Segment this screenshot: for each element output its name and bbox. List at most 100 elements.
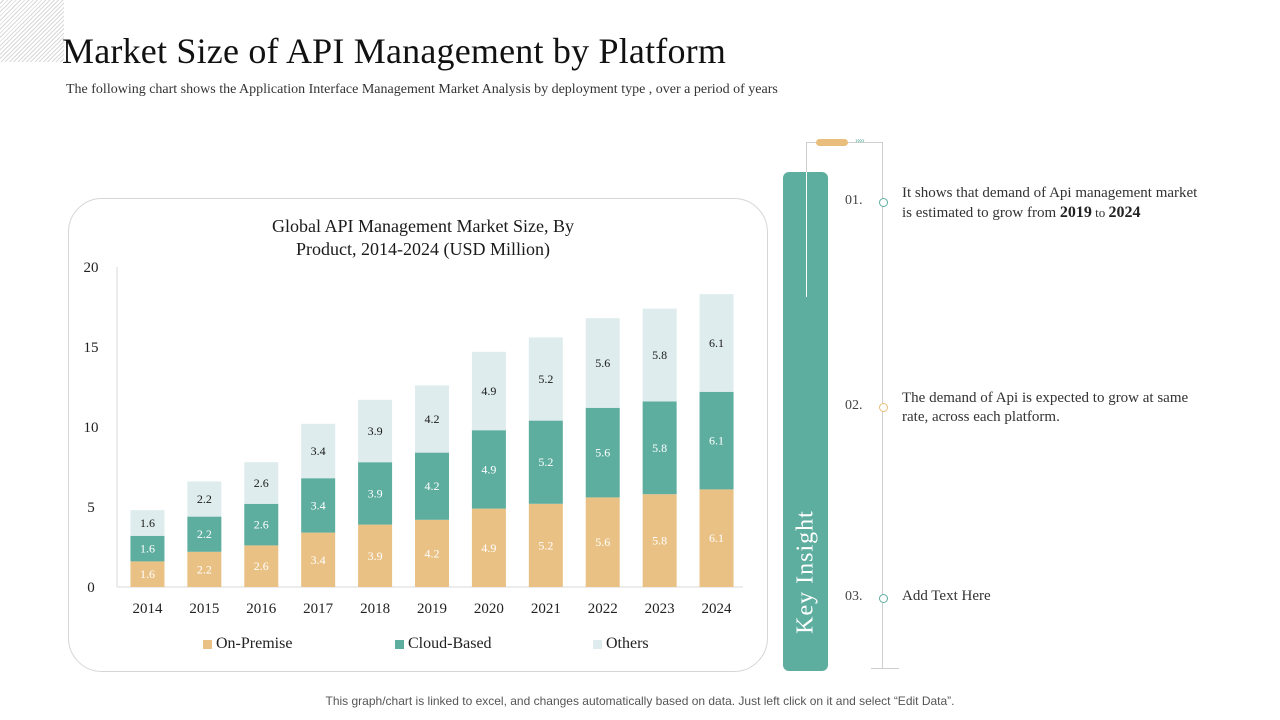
data-label: 1.6 — [140, 516, 155, 530]
bar-segment-on-premise-2017[interactable] — [301, 532, 336, 587]
chart-legend: On-Premise Cloud-Based Others — [69, 635, 767, 655]
bar-segment-on-premise-2015[interactable] — [187, 551, 222, 587]
data-label: 1.6 — [140, 567, 155, 581]
x-tick-label: 2018 — [360, 601, 390, 617]
bar-segment-on-premise-2016[interactable] — [244, 545, 279, 587]
x-tick-label: 2020 — [474, 601, 504, 617]
insight-text-part: to — [1091, 205, 1109, 220]
data-label: 3.4 — [311, 498, 326, 512]
timeline-bottom-line — [871, 668, 899, 669]
chart-card[interactable]: 0 5 10 15 20 1.6 1.6 1.6 2014 2.2 2.2 2.2 2015 2.6 2.6… — [68, 198, 768, 672]
bar-segment-others-2019[interactable] — [415, 385, 449, 453]
bar-segment-on-premise-2022[interactable] — [585, 497, 620, 587]
legend-item-others[interactable]: Others — [593, 635, 649, 653]
key-insight-bar-line — [806, 172, 807, 297]
data-label: 5.8 — [652, 348, 667, 362]
key-insight-label-container: Key Insight — [783, 172, 828, 671]
insight-number: 02. — [845, 398, 863, 413]
data-label: 4.9 — [481, 462, 496, 476]
data-label: 5.6 — [595, 446, 610, 460]
stacked-bar-chart[interactable]: 0 5 10 15 20 1.6 1.6 1.6 2014 2.2 2.2 2.2 2015 2.6 2.6… — [69, 199, 769, 673]
data-label: 2.6 — [254, 559, 269, 573]
bar-segment-others-2024[interactable] — [699, 294, 734, 392]
y-tick-label: 15 — [84, 340, 99, 356]
y-tick-label: 0 — [87, 580, 95, 596]
data-label: 4.9 — [481, 384, 496, 398]
data-label: 6.1 — [709, 336, 724, 350]
legend-label-on-premise: On-Premise — [216, 635, 293, 652]
insight-text: It shows that demand of Api management m… — [902, 184, 1202, 223]
data-label: 3.9 — [368, 486, 383, 500]
bar-segment-cloud-based-2022[interactable] — [585, 407, 620, 498]
timeline-dot-icon — [879, 594, 888, 603]
x-tick-label: 2022 — [588, 601, 618, 617]
data-label: 3.4 — [311, 553, 326, 567]
page-title: Market Size of API Management by Platfor… — [62, 31, 727, 71]
bar-segment-others-2015[interactable] — [187, 481, 222, 517]
bar-segment-others-2021[interactable] — [528, 337, 563, 421]
bar-segment-cloud-based-2017[interactable] — [301, 478, 336, 533]
bar-segment-others-2018[interactable] — [358, 399, 393, 463]
bar-segment-cloud-based-2021[interactable] — [528, 420, 563, 504]
bar-segment-cloud-based-2015[interactable] — [187, 516, 222, 552]
bar-segment-cloud-based-2024[interactable] — [699, 391, 734, 490]
insight-year-end: 2024 — [1108, 204, 1141, 221]
chevrons-icon: ›››› — [855, 136, 865, 145]
data-label: 2.2 — [197, 492, 212, 506]
accent-pill — [816, 139, 848, 146]
bar-segment-cloud-based-2014[interactable] — [130, 535, 165, 562]
bar-segment-on-premise-2019[interactable] — [415, 519, 449, 587]
data-label: 2.2 — [197, 562, 212, 576]
data-label: 4.2 — [425, 412, 440, 426]
bar-segment-on-premise-2023[interactable] — [642, 494, 677, 587]
x-tick-label: 2017 — [303, 601, 334, 617]
y-tick-label: 10 — [84, 420, 99, 436]
bar-segment-others-2017[interactable] — [301, 423, 336, 479]
chart-title-line-2: Product, 2014-2024 (USD Million) — [296, 239, 550, 259]
timeline-dot-icon — [879, 403, 888, 412]
data-label: 2.6 — [254, 476, 269, 490]
data-label: 3.9 — [368, 424, 383, 438]
bar-segment-others-2016[interactable] — [244, 462, 279, 504]
bar-segment-cloud-based-2016[interactable] — [244, 503, 279, 546]
legend-item-cloud-based[interactable]: Cloud-Based — [395, 635, 492, 653]
x-tick-label: 2024 — [702, 601, 733, 617]
data-label: 3.9 — [368, 549, 383, 563]
data-label: 5.8 — [652, 441, 667, 455]
insight-text: The demand of Api is expected to grow at… — [902, 390, 1189, 425]
bar-segment-others-2020[interactable] — [471, 351, 506, 431]
data-label: 5.2 — [538, 538, 553, 552]
legend-item-on-premise[interactable]: On-Premise — [203, 635, 292, 653]
data-label: 6.1 — [709, 434, 724, 448]
y-tick-label: 5 — [87, 500, 95, 516]
connector-line-left-vertical — [806, 142, 807, 172]
bar-segment-on-premise-2018[interactable] — [358, 524, 393, 587]
data-label: 5.2 — [538, 455, 553, 469]
bar-segment-cloud-based-2019[interactable] — [415, 452, 449, 520]
bar-segment-on-premise-2020[interactable] — [471, 508, 506, 587]
legend-swatch-on-premise — [203, 639, 212, 649]
bar-segment-cloud-based-2023[interactable] — [642, 401, 677, 495]
legend-label-others: Others — [606, 635, 649, 652]
key-insight-label: Key Insight — [792, 510, 818, 634]
chart-title: Global API Management Market Size, By Pr… — [69, 215, 767, 261]
bar-segment-cloud-based-2020[interactable] — [471, 430, 506, 509]
insight-text[interactable]: Add Text Here — [902, 588, 991, 604]
footer-note: This graph/chart is linked to excel, and… — [325, 694, 955, 708]
insight-text-part: It shows that demand of Api management m… — [902, 185, 1198, 221]
timeline-dot-icon — [879, 198, 888, 207]
bar-segment-on-premise-2014[interactable] — [130, 561, 165, 587]
bar-segment-on-premise-2024[interactable] — [699, 489, 734, 587]
y-tick-label: 20 — [84, 260, 99, 276]
x-tick-label: 2021 — [531, 601, 561, 617]
legend-swatch-cloud-based — [395, 639, 404, 649]
bar-segment-others-2023[interactable] — [642, 308, 677, 402]
insight-year-start: 2019 — [1059, 204, 1092, 221]
bar-segment-others-2014[interactable] — [130, 510, 165, 536]
legend-label-cloud-based: Cloud-Based — [408, 635, 492, 652]
bar-segment-others-2022[interactable] — [585, 318, 620, 408]
data-label: 4.2 — [425, 479, 440, 493]
bar-segment-cloud-based-2018[interactable] — [358, 462, 393, 525]
bar-segment-on-premise-2021[interactable] — [528, 503, 563, 587]
data-label: 5.2 — [538, 372, 553, 386]
